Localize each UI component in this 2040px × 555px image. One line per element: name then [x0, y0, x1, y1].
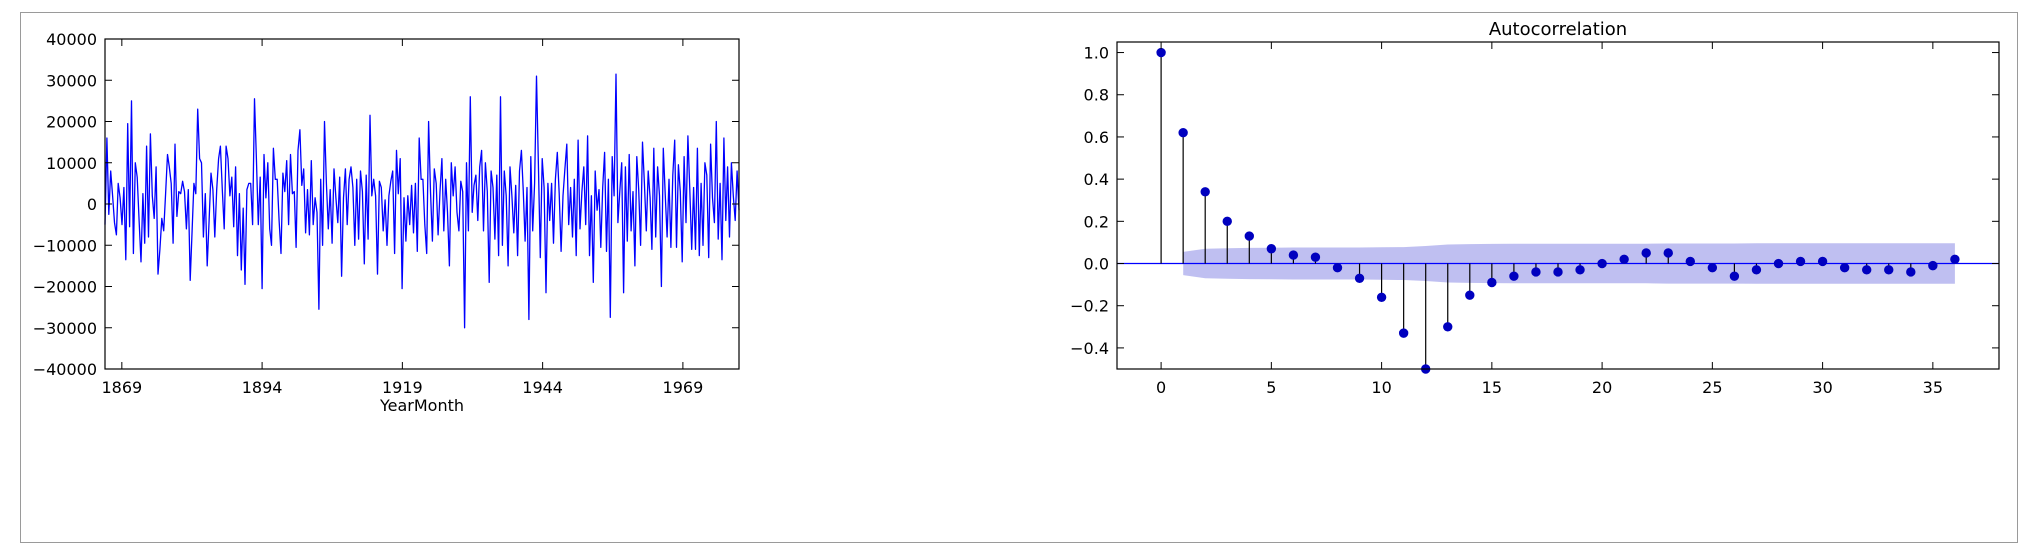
acf-chart-title: Autocorrelation [1489, 19, 1627, 40]
series-line [104, 73, 740, 329]
acf-y-tick-label: −0.4 [1070, 339, 1109, 358]
figure: −40000 −30000 −20000 −10000 0 10000 20000 30000… [20, 12, 2018, 543]
x-tick-label: 1969 [663, 378, 704, 397]
x-tick-label: 1919 [382, 378, 423, 397]
acf-y-tick-label: 0.4 [1084, 170, 1109, 189]
acf-x-tick-label: 10 [1371, 378, 1391, 397]
plot-frame [104, 38, 740, 370]
acf-marker [1884, 265, 1894, 275]
acf-x-tick-label: 5 [1266, 378, 1276, 397]
acf-x-tick-label: 25 [1702, 378, 1722, 397]
acf-marker [1200, 187, 1210, 197]
acf-marker [1795, 256, 1806, 267]
acf-x-tick-label: 30 [1812, 378, 1832, 397]
y-tick-label: 30000 [46, 71, 97, 90]
acf-y-tick-label: 0.8 [1084, 86, 1109, 105]
acf-x-tick-label: 20 [1592, 378, 1612, 397]
acf-marker [1553, 267, 1563, 277]
acf-marker [1773, 258, 1784, 269]
acf-marker [1310, 252, 1321, 262]
acf-marker [1465, 290, 1475, 300]
acf-plot-frame [1116, 41, 2000, 370]
acf-marker [1398, 328, 1409, 338]
acf-y-tick-label: 0.0 [1084, 255, 1109, 274]
acf-marker [1178, 128, 1188, 138]
acf-marker [1950, 254, 1960, 264]
acf-marker [1156, 47, 1166, 58]
acf-marker [1443, 322, 1453, 332]
acf-x-tick-label: 35 [1923, 378, 1943, 397]
acf-marker [1729, 271, 1740, 281]
x-tick-label: 1894 [242, 378, 283, 397]
figure-canvas: −40000 −30000 −20000 −10000 0 10000 20000 30000… [33, 19, 2000, 415]
acf-marker [1641, 248, 1651, 258]
acf-marker [1487, 277, 1497, 288]
acf-marker [1354, 273, 1365, 283]
acf-y-tick-label: 0.2 [1084, 212, 1109, 231]
acf-marker [1685, 256, 1696, 267]
x-tick-label: 1944 [522, 378, 563, 397]
acf-marker [1928, 260, 1938, 271]
acf-x-tick-label: 15 [1482, 378, 1502, 397]
acf-marker [1244, 231, 1255, 241]
y-tick-label: −40000 [33, 360, 97, 379]
acf-marker [1222, 216, 1232, 227]
acf-marker [1751, 265, 1762, 275]
acf-marker [1906, 267, 1916, 277]
acf-x-tick-label: 0 [1156, 378, 1166, 397]
y-tick-label: 10000 [46, 154, 97, 173]
acf-marker [1288, 250, 1299, 260]
y-tick-label: 20000 [46, 113, 97, 132]
x-tick-label: 1869 [101, 378, 142, 397]
y-tick-label: −20000 [33, 278, 97, 297]
acf-marker [1531, 267, 1541, 277]
y-tick-label: 0 [87, 195, 97, 214]
acf-y-tick-label: 0.6 [1084, 128, 1109, 147]
y-tick-label: 40000 [46, 30, 97, 49]
acf-y-tick-label: 1.0 [1084, 44, 1109, 63]
acf-marker [1862, 265, 1872, 275]
y-tick-label: −30000 [33, 319, 97, 338]
acf-y-tick-label: −0.2 [1070, 297, 1109, 316]
acf-marker [1332, 263, 1343, 273]
acf-marker [1839, 263, 1850, 273]
y-tick-label: −10000 [33, 236, 97, 255]
acf-marker [1266, 244, 1277, 254]
acf-marker [1707, 263, 1718, 273]
acf-marker [1817, 256, 1828, 267]
acf-marker [1376, 292, 1387, 302]
x-axis-label: YearMonth [379, 396, 464, 415]
acf-marker [1509, 271, 1519, 281]
acf-marker [1575, 265, 1585, 275]
acf-marker [1597, 258, 1607, 269]
acf-marker [1619, 254, 1629, 264]
acf-marker [1663, 248, 1673, 258]
